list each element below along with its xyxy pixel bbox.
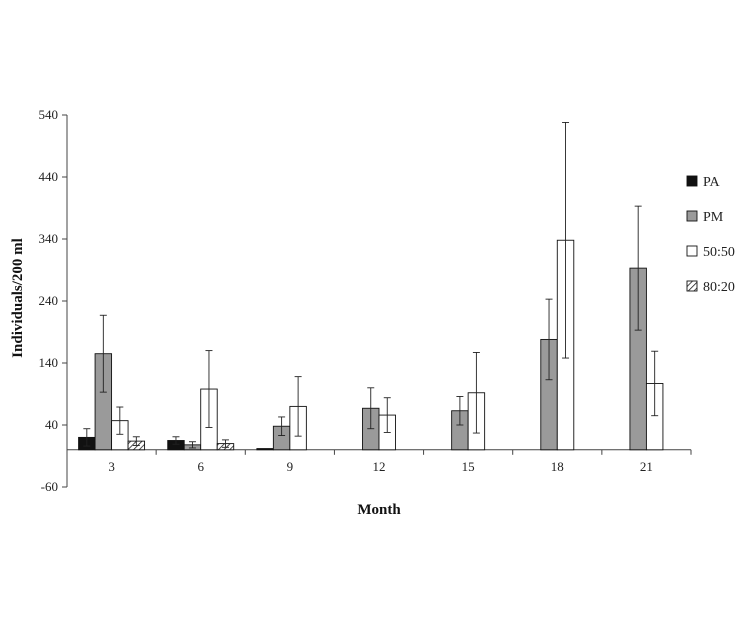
- x-tick-label: 18: [551, 459, 564, 474]
- y-tick-label: 540: [39, 107, 59, 122]
- x-tick-label: 9: [287, 459, 294, 474]
- legend-label: PM: [703, 210, 724, 225]
- x-tick-label: 15: [462, 459, 475, 474]
- y-tick-label: 40: [45, 417, 58, 432]
- x-tick-label: 6: [197, 459, 204, 474]
- y-tick-label: 340: [39, 231, 59, 246]
- x-axis: 3 6 9 12 15 18 21: [66, 449, 692, 474]
- y-tick-label: 440: [39, 169, 59, 184]
- legend-swatch: [686, 175, 698, 187]
- x-axis-title: Month: [357, 502, 401, 518]
- legend-swatch: [686, 245, 698, 257]
- x-tick-label: 12: [373, 459, 386, 474]
- x-tick-label: 3: [108, 459, 115, 474]
- y-axis: -60 40 140 240 340 440 540: [39, 107, 68, 494]
- y-tick-label: 240: [39, 293, 59, 308]
- legend-label: PA: [703, 175, 721, 190]
- x-tick-label: 21: [640, 459, 653, 474]
- legend-label: 50:50: [703, 245, 735, 260]
- bars: [78, 239, 664, 451]
- legend-swatch: [686, 210, 698, 222]
- legend-swatch: [686, 280, 698, 292]
- y-axis-title: Individuals/200 ml: [10, 238, 26, 358]
- legend: PA PM 50:50 80:20: [686, 175, 735, 295]
- y-tick-label: -60: [41, 479, 58, 494]
- bar-PA-month-9: [256, 448, 274, 451]
- legend-label: 80:20: [703, 280, 735, 295]
- y-tick-label: 140: [39, 355, 59, 370]
- error-bars: [83, 121, 659, 449]
